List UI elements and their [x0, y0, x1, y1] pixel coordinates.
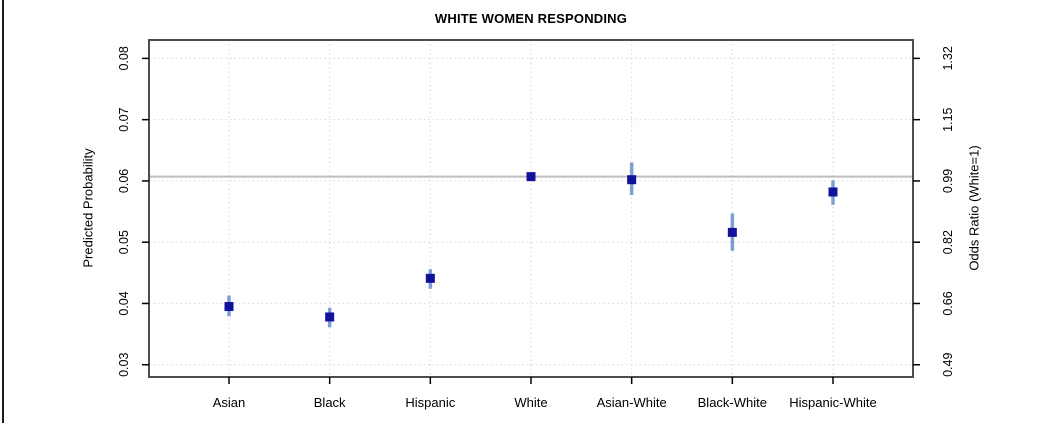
y-tick-label-left: 0.04 [117, 291, 131, 315]
y-tick-label-left: 0.07 [117, 107, 131, 131]
y-tick-label-left: 0.03 [117, 353, 131, 377]
y-tick-label-right: 0.49 [941, 353, 955, 377]
x-category-label: Hispanic [405, 395, 455, 410]
chart-title: WHITE WOMEN RESPONDING [434, 11, 628, 26]
y-tick-label-right: 1.32 [941, 46, 955, 70]
x-category-label: Black [314, 395, 346, 410]
data-point-marker [828, 187, 838, 197]
y-tick-label-right: 0.82 [941, 230, 955, 254]
x-category-label: White [514, 395, 547, 410]
data-point-marker [526, 172, 536, 182]
data-point-marker [224, 302, 234, 312]
y-tick-label-right: 0.99 [941, 169, 955, 193]
data-point-marker [727, 227, 737, 237]
x-category-label: Black-White [698, 395, 767, 410]
data-point-marker [425, 273, 435, 283]
y-tick-label-left: 0.06 [117, 169, 131, 193]
left-edge-line [2, 0, 4, 423]
y-tick-label-right: 1.15 [941, 107, 955, 131]
y-tick-label-right: 0.66 [941, 291, 955, 315]
x-category-label: Asian [213, 395, 246, 410]
data-point-marker [627, 175, 637, 185]
data-point-marker [325, 312, 335, 322]
y-tick-label-left: 0.08 [117, 46, 131, 70]
x-category-label: Asian-White [597, 395, 667, 410]
x-category-label: Hispanic-White [789, 395, 876, 410]
y-tick-label-left: 0.05 [117, 230, 131, 254]
